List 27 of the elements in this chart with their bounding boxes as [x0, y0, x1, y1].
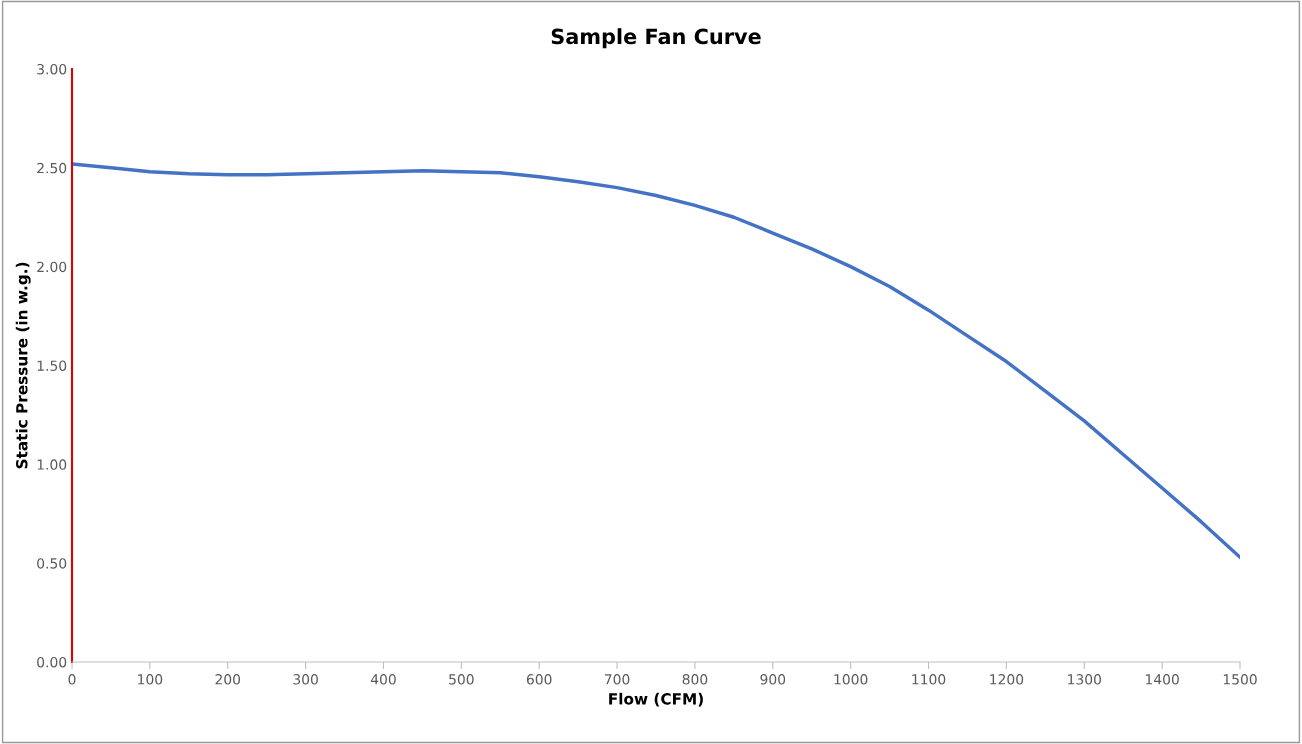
x-tick-label: 1200: [990, 674, 1024, 685]
x-tick-label: 1300: [1068, 674, 1102, 685]
x-tick-label: 1000: [834, 674, 868, 685]
x-tick-label: 100: [138, 674, 163, 685]
y-tick-label: 1.50: [37, 360, 67, 371]
x-tick-label: 700: [604, 674, 630, 685]
x-tick-label: 0: [68, 674, 76, 685]
y-tick-label: 2.00: [37, 261, 67, 273]
y-tick-label: 1.00: [37, 459, 67, 470]
x-tick-label: 800: [682, 674, 708, 685]
y-tick-label: 0.00: [37, 656, 67, 668]
x-tick-label: 400: [370, 674, 396, 685]
y-tick-label: 0.50: [37, 558, 67, 569]
x-tick-label: 200: [215, 674, 241, 685]
x-axis-title: Flow (CFM): [609, 692, 703, 707]
x-tick-label: 600: [526, 674, 552, 685]
x-tick-label: 1500: [1223, 674, 1257, 685]
x-tick-label: 500: [449, 674, 474, 685]
line-series: [72, 162, 1240, 559]
y-tick-label: 2.50: [37, 162, 67, 174]
x-tick-label: 900: [760, 674, 786, 685]
x-tick-label: 300: [293, 674, 318, 685]
x-tick-label: 1100: [912, 674, 946, 685]
x-tick-label: 1400: [1145, 674, 1179, 685]
y-axis-title: Static Pressure (in w.g.): [15, 262, 31, 469]
y-tick-label: 3.00: [37, 63, 67, 75]
chart-title: Sample Fan Curve: [551, 28, 761, 49]
